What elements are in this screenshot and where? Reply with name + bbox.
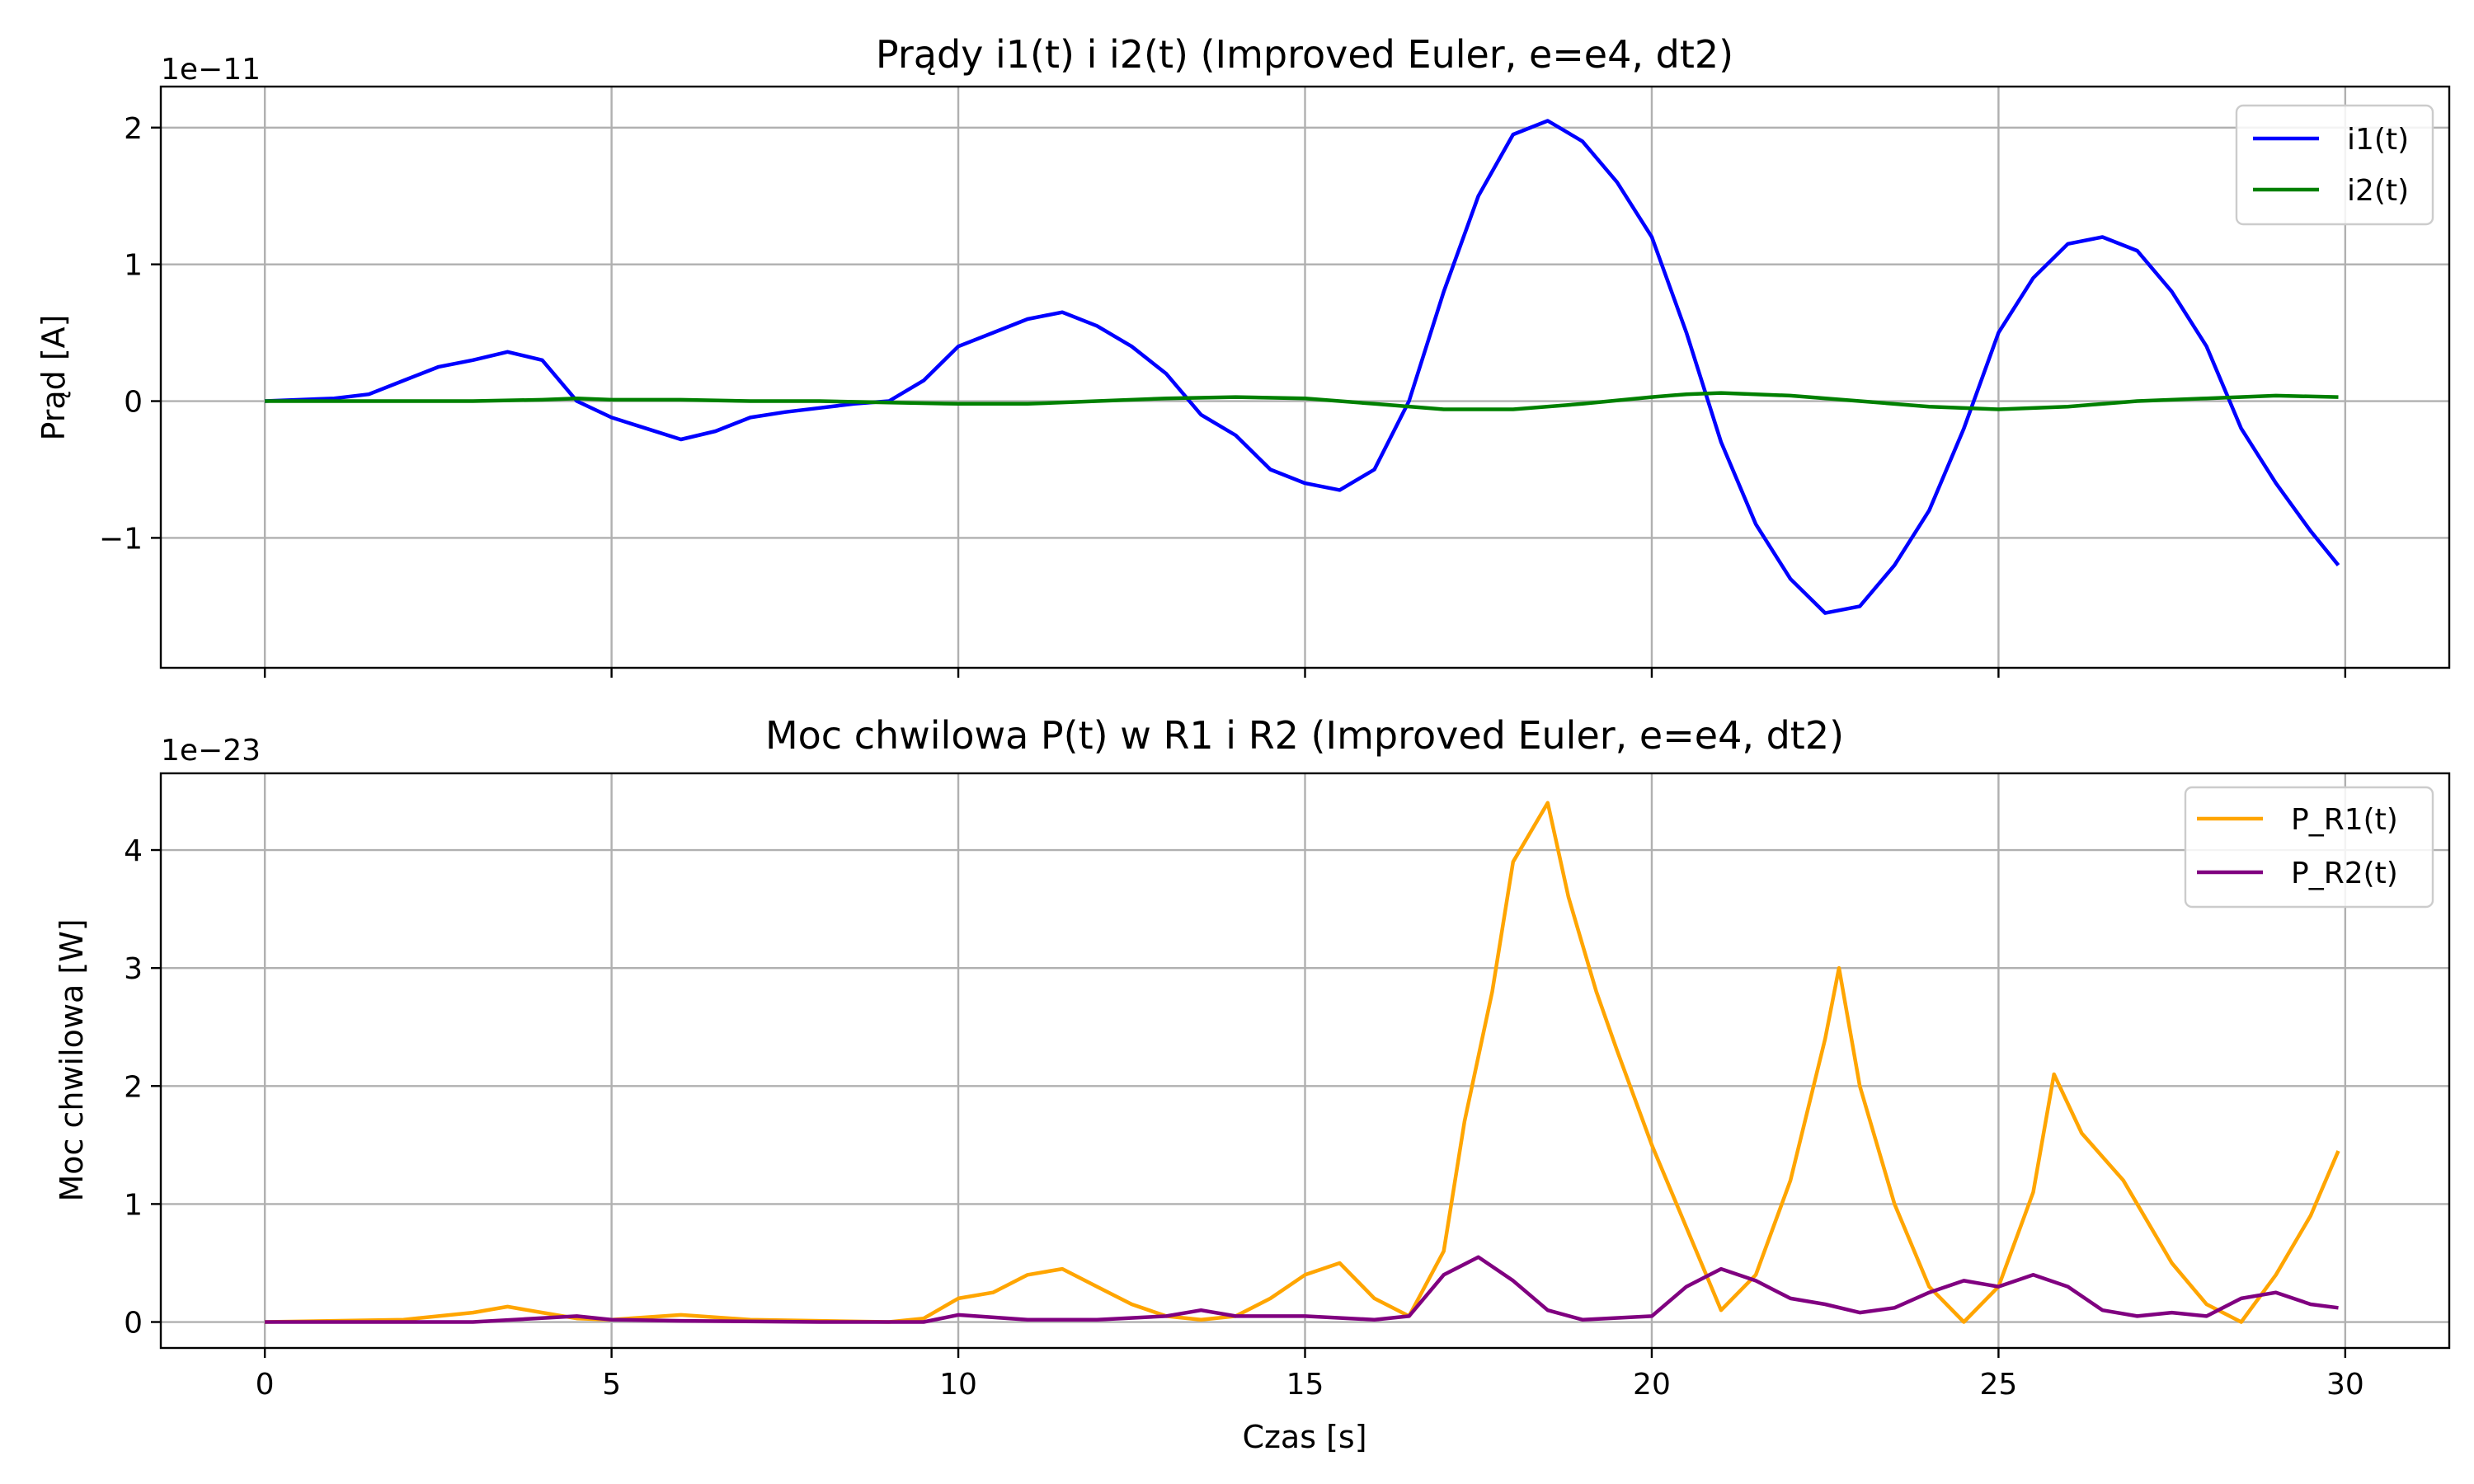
currents-y-tick-label: 0 — [124, 386, 143, 420]
x-tick-label: 25 — [1980, 1368, 2018, 1402]
x-tick-label: 30 — [2326, 1368, 2364, 1402]
power-y-tick-label: 0 — [124, 1307, 143, 1341]
series-line-i1-t — [265, 119, 2340, 615]
power-y-tick-label: 1 — [124, 1188, 143, 1222]
currents-legend-box — [2235, 104, 2434, 226]
power-y-tick-label: 4 — [124, 834, 143, 868]
currents-legend: i1(t) i2(t) — [2235, 104, 2434, 226]
currents-series — [265, 119, 2340, 615]
power-legend: P_R1(t) P_R2(t) — [2184, 786, 2434, 909]
power-grid — [161, 773, 2449, 1348]
power-panel: 0 5 10 15 20 25 30 0 1 2 3 4 Moc chwilowa P(t) w R1… — [54, 713, 2451, 1455]
currents-chart-title: Prądy i1(t) i i2(t) (Improved Euler, e=e… — [876, 32, 1733, 77]
power-chart-title: Moc chwilowa P(t) w R1 i R2 (Improved Eu… — [765, 713, 1844, 758]
legend-label-p-r1: P_R1(t) — [2291, 803, 2398, 837]
power-y-axis-label: Moc chwilowa [W] — [54, 918, 90, 1201]
series-line-p-r2-t — [265, 1255, 2339, 1324]
power-y-tick-label: 2 — [124, 1070, 143, 1104]
x-axis-label: Czas [s] — [1242, 1419, 1366, 1455]
currents-y-axis-label: Prąd [A] — [35, 314, 72, 440]
series-line-i2-t — [265, 391, 2339, 411]
currents-ticks: −1 0 1 2 — [99, 112, 2347, 678]
power-y-tick-label: 3 — [124, 952, 143, 986]
currents-offset-text: 1e−11 — [161, 53, 261, 87]
currents-y-tick-label: 1 — [124, 249, 143, 283]
legend-label-i1: i1(t) — [2347, 123, 2409, 157]
power-series — [265, 801, 2340, 1324]
x-tick-label: 15 — [1286, 1368, 1324, 1402]
legend-label-p-r2: P_R2(t) — [2291, 857, 2398, 890]
currents-y-tick-label: −1 — [99, 522, 143, 556]
currents-panel: −1 0 1 2 Prądy i1(t) i i2(t) (Improved Eule… — [35, 32, 2451, 678]
power-ticks: 0 5 10 15 20 25 30 0 1 2 3 4 — [124, 834, 2364, 1402]
currents-y-tick-label: 2 — [124, 112, 143, 146]
power-offset-text: 1e−23 — [161, 734, 261, 768]
x-tick-label: 0 — [256, 1368, 275, 1402]
x-tick-label: 20 — [1633, 1368, 1671, 1402]
x-tick-label: 10 — [939, 1368, 977, 1402]
legend-label-i2: i2(t) — [2347, 174, 2409, 208]
x-tick-label: 5 — [602, 1368, 621, 1402]
